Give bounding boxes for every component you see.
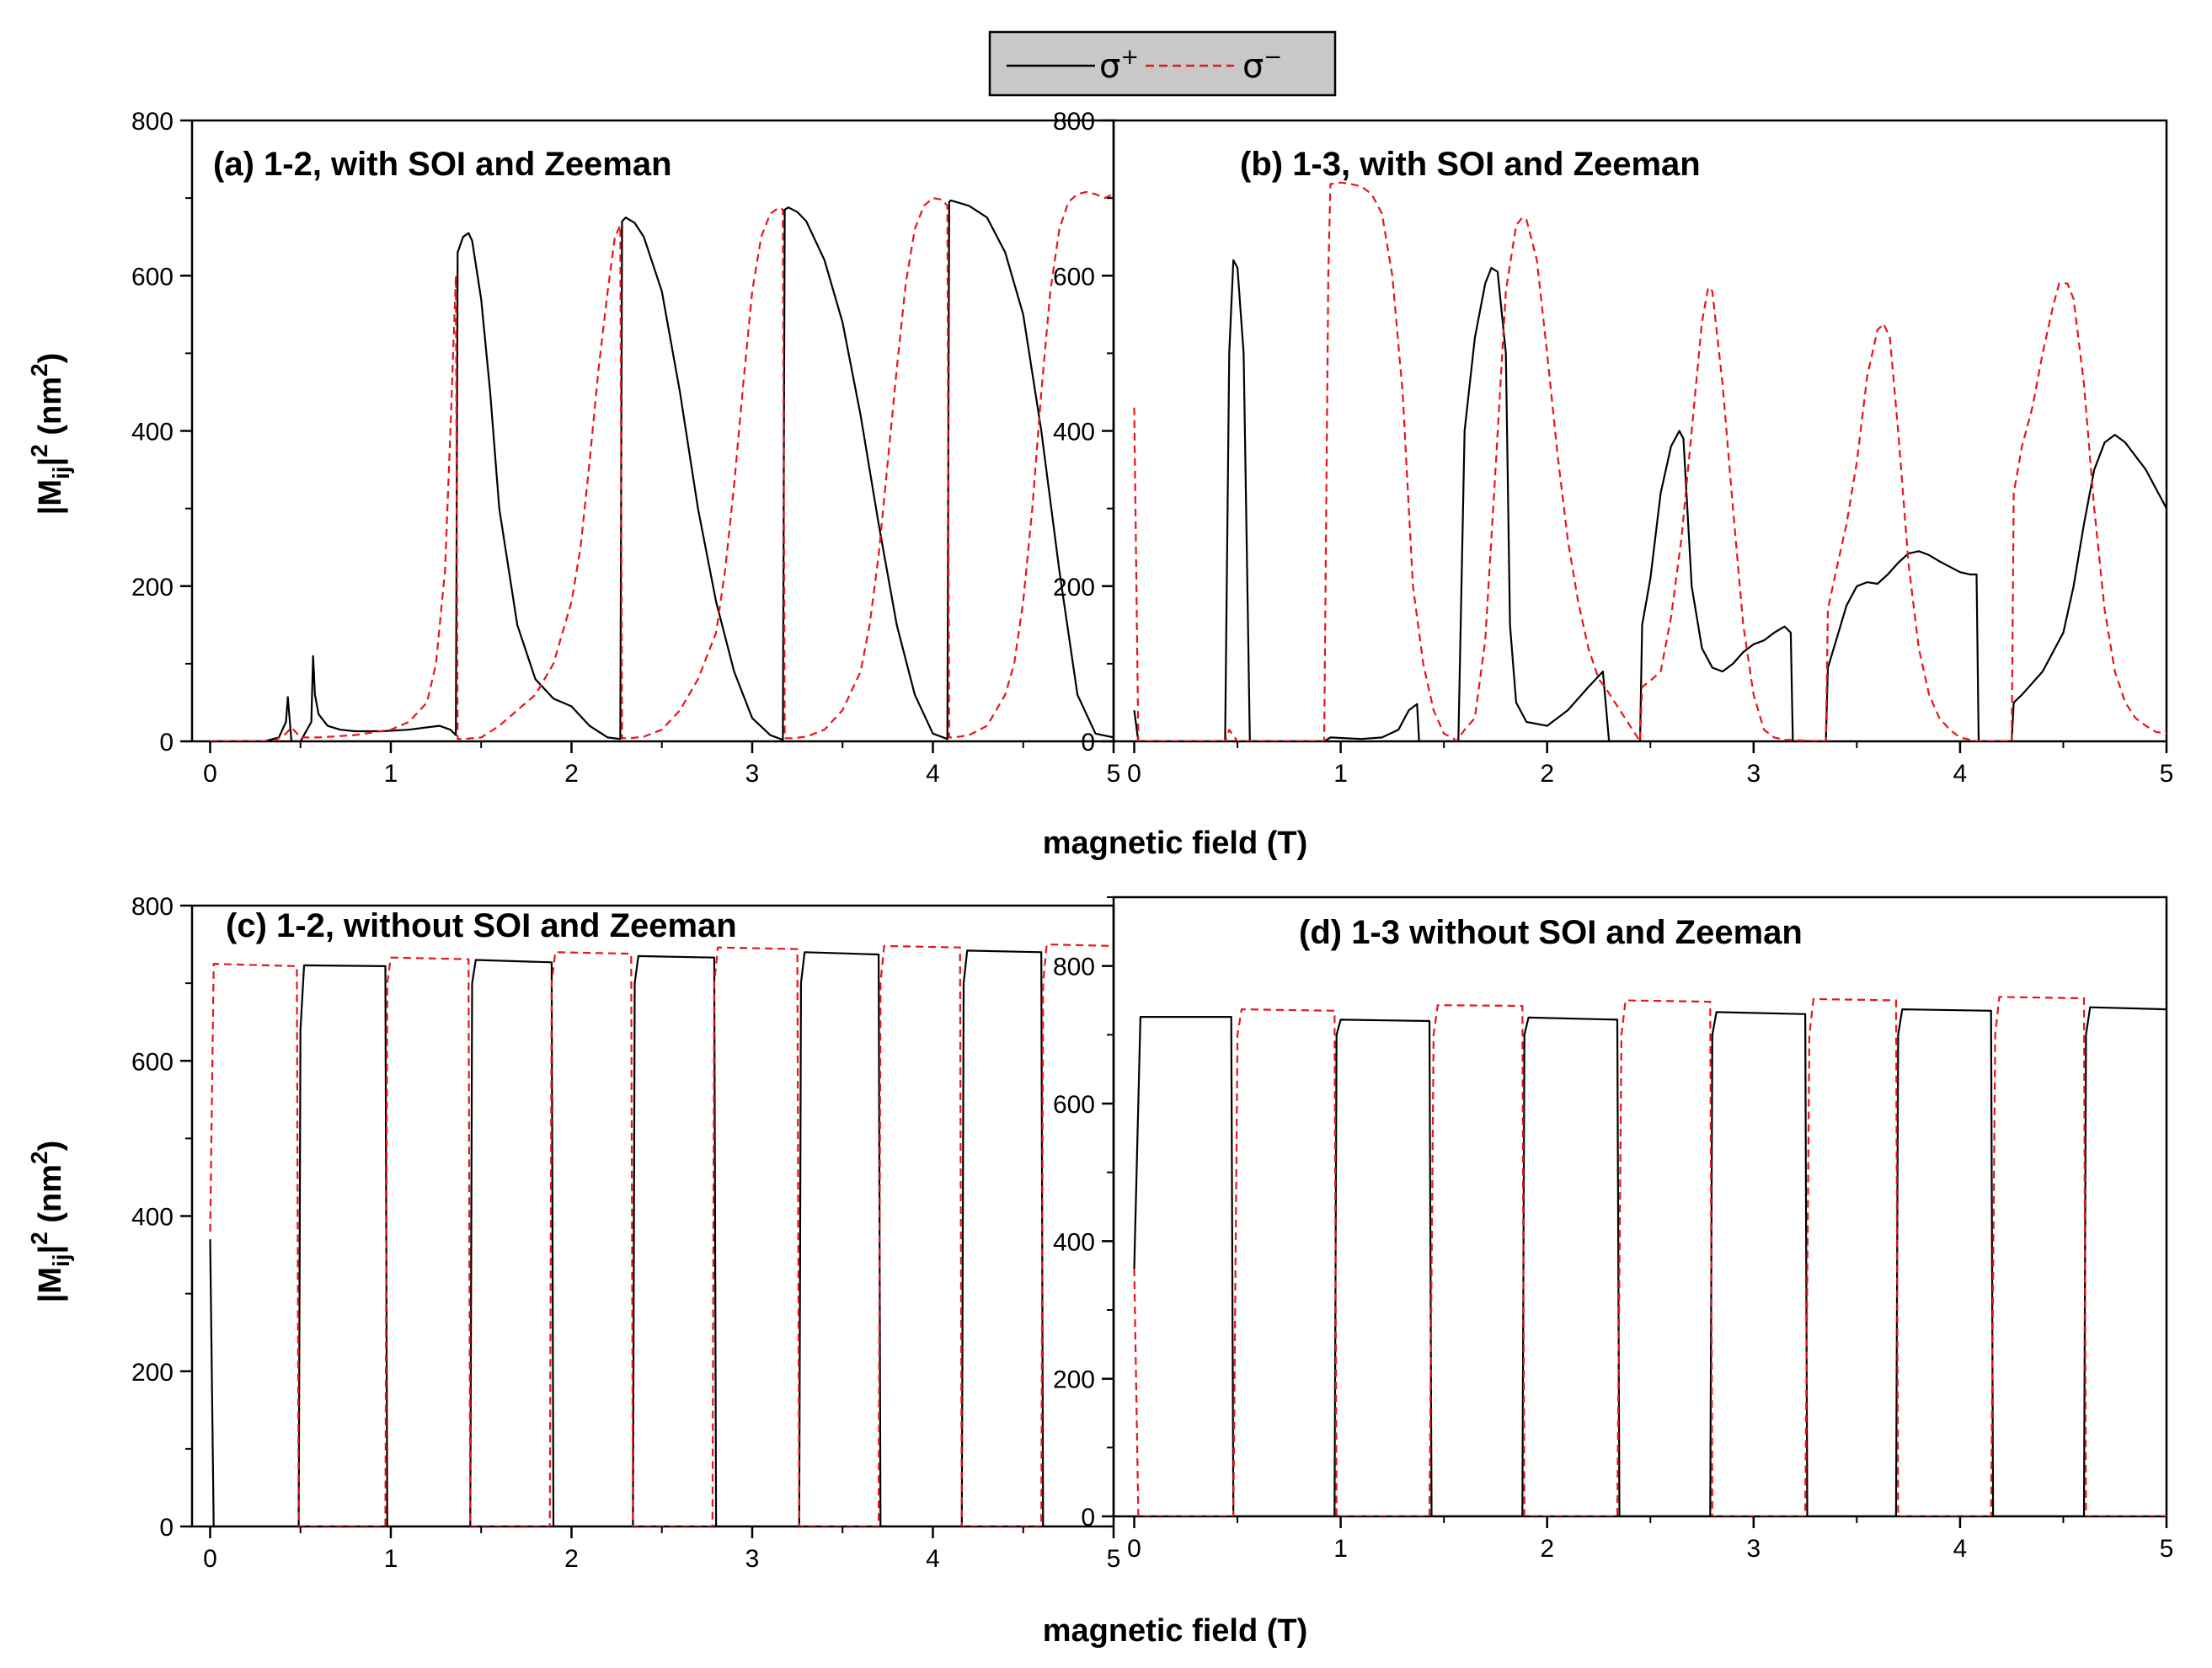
series-line-sigma-plus (1133, 259, 2167, 741)
x-tick-label: 3 (1746, 1535, 1761, 1563)
x-tick-label: 0 (203, 760, 217, 788)
x-tick-label: 2 (1540, 1535, 1554, 1563)
y-tick-label: 600 (131, 1048, 174, 1076)
x-tick-label: 0 (1127, 1535, 1141, 1563)
y-tick-label: 600 (1053, 1091, 1095, 1119)
y-tick-label: 600 (1053, 263, 1095, 291)
x-tick-label: 5 (1107, 760, 1121, 788)
x-tick-label: 2 (564, 1545, 579, 1573)
y-tick-label: 400 (131, 1204, 174, 1232)
series-line-sigma-plus (209, 949, 1114, 1526)
plot-frame-d (1112, 895, 2168, 1518)
y-tick-label: 800 (131, 893, 174, 921)
series-line-sigma-minus (210, 190, 1114, 741)
x-tick-label: 1 (1333, 1535, 1348, 1563)
x-tick-label: 1 (384, 1545, 398, 1573)
y-tick-label: 0 (159, 1514, 174, 1542)
plot-frame-c (190, 904, 1115, 1528)
legend-box (988, 30, 1337, 97)
y-tick-label: 800 (131, 108, 174, 136)
panel-d: 0 1 2 3 4 5 0 200 400 600 800 (d) 1-3 without SOI a… (1053, 895, 2174, 1563)
y-tick-label: 400 (1053, 419, 1095, 446)
legend-sigma-plus-label: σ+ (1099, 45, 1139, 86)
y-axis-title-top: |Mij|2 (nm2) (26, 353, 74, 516)
x-axis-title-top: magnetic field (T) (1043, 826, 1308, 861)
x-tick-label: 3 (745, 1545, 760, 1573)
legend-sigma-minus-label: σ− (1242, 45, 1282, 86)
panel-title: (d) 1-3 without SOI and Zeeman (1299, 914, 1803, 951)
x-tick-label: 4 (926, 1545, 940, 1573)
legend: σ+ σ− (988, 30, 1337, 97)
series-line-sigma-minus (1133, 181, 2167, 741)
y-tick-label: 0 (1081, 729, 1095, 756)
y-tick-label: 200 (1053, 574, 1095, 601)
x-tick-label: 4 (1953, 1535, 1968, 1563)
y-tick-label: 0 (159, 729, 174, 756)
series-line-sigma-minus (1133, 996, 2167, 1516)
y-tick-label: 600 (131, 263, 174, 291)
series-line-sigma-minus (209, 943, 1114, 1526)
series-line-sigma-plus (210, 199, 1114, 741)
x-tick-label: 0 (203, 1545, 217, 1573)
x-tick-label: 5 (1107, 1545, 1121, 1573)
y-tick-label: 400 (131, 419, 174, 446)
series-line-sigma-plus (1133, 1006, 2167, 1516)
y-tick-label: 800 (1053, 954, 1095, 981)
x-tick-label: 0 (1127, 760, 1141, 788)
x-tick-label: 2 (1540, 760, 1554, 788)
x-tick-label: 5 (2160, 760, 2174, 788)
x-tick-label: 4 (1953, 760, 1968, 788)
x-tick-label: 3 (1746, 760, 1761, 788)
plot-frame-a (190, 119, 1115, 743)
x-tick-label: 3 (745, 760, 760, 788)
y-tick-label: 200 (131, 574, 174, 601)
y-tick-label: 0 (1081, 1504, 1095, 1532)
y-tick-label: 800 (1053, 108, 1095, 136)
x-tick-label: 4 (926, 760, 940, 788)
y-tick-label: 400 (1053, 1228, 1095, 1256)
plot-frame-b (1112, 119, 2168, 743)
y-tick-label: 200 (1053, 1366, 1095, 1394)
x-tick-label: 1 (1333, 760, 1348, 788)
x-tick-label: 5 (2160, 1535, 2174, 1563)
x-tick-label: 1 (384, 760, 398, 788)
y-tick-label: 200 (131, 1359, 174, 1387)
panel-title: (b) 1-3, with SOI and Zeeman (1240, 146, 1701, 183)
x-tick-label: 2 (564, 760, 579, 788)
y-axis-title-bottom: |Mij|2 (nm2) (26, 1141, 74, 1303)
panel-title: (c) 1-2, without SOI and Zeeman (226, 907, 737, 944)
x-axis-title-bottom: magnetic field (T) (1043, 1613, 1308, 1649)
panel-title: (a) 1-2, with SOI and Zeeman (213, 146, 672, 183)
